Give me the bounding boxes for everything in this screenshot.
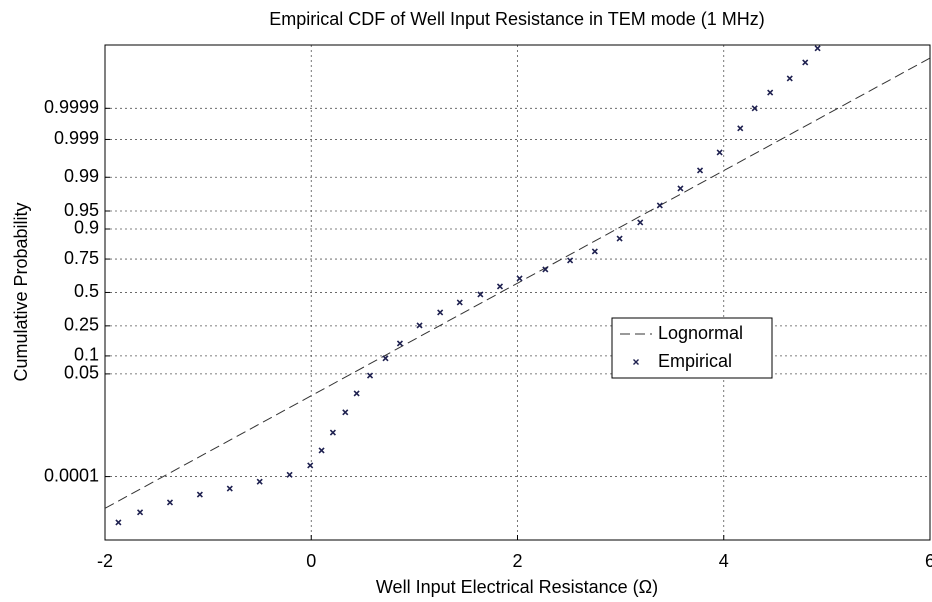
y-tick-label: 0.999 <box>54 128 99 148</box>
data-point <box>591 248 598 255</box>
data-point <box>677 185 684 192</box>
data-point <box>786 75 793 82</box>
x-tick-label: 2 <box>512 551 522 571</box>
x-tick-label: -2 <box>97 551 113 571</box>
data-point <box>616 235 623 242</box>
data-point <box>256 478 263 485</box>
data-point <box>737 125 744 132</box>
data-point <box>136 509 144 516</box>
y-tick-label: 0.9 <box>74 218 99 238</box>
legend-swatch <box>633 359 639 365</box>
legend-box <box>611 317 773 379</box>
data-point <box>353 390 360 397</box>
y-tick-label: 0.0001 <box>44 465 99 485</box>
data-point <box>456 299 463 306</box>
y-axis-label: Cumulative Probability <box>11 202 31 381</box>
data-point <box>437 309 444 316</box>
data-point <box>115 519 122 526</box>
data-point <box>382 355 389 362</box>
data-point <box>226 485 233 492</box>
plot-frame <box>104 44 931 541</box>
data-point <box>516 275 523 282</box>
x-axis-label: Well Input Electrical Resistance (Ω) <box>376 577 658 597</box>
y-tick-label: 0.95 <box>64 200 99 220</box>
data-point <box>329 429 336 436</box>
y-tick-label: 0.25 <box>64 315 99 335</box>
legend-label: Empirical <box>658 351 732 371</box>
data-point <box>318 447 325 454</box>
y-tick-label: 0.1 <box>74 345 99 365</box>
data-point <box>477 291 484 298</box>
fit-line <box>105 57 930 509</box>
y-tick-label: 0.75 <box>64 248 99 268</box>
x-tick-label: 4 <box>719 551 729 571</box>
data-point <box>767 89 774 96</box>
data-point <box>342 409 349 416</box>
data-point <box>542 266 549 273</box>
x-tick-label: 0 <box>306 551 316 571</box>
data-point <box>416 322 423 329</box>
data-point <box>366 372 374 379</box>
data-point <box>656 202 663 209</box>
data-point <box>166 499 174 506</box>
data-point <box>637 219 644 226</box>
legend-label: Lognormal <box>658 323 743 343</box>
data-point <box>716 149 723 156</box>
data-point <box>696 167 704 174</box>
data-point <box>814 45 821 52</box>
data-point <box>196 491 203 498</box>
data-point <box>307 462 314 469</box>
data-point <box>496 283 504 290</box>
x-tick-label: 6 <box>925 551 932 571</box>
chart-title: Empirical CDF of Well Input Resistance i… <box>269 9 764 29</box>
data-point <box>751 105 758 112</box>
data-point <box>286 471 293 478</box>
y-tick-label: 0.5 <box>74 281 99 301</box>
data-point <box>396 340 404 347</box>
y-tick-label: 0.9999 <box>44 97 99 117</box>
y-tick-label: 0.99 <box>64 166 99 186</box>
data-point <box>802 59 809 66</box>
y-tick-label: 0.05 <box>64 363 99 383</box>
data-point <box>567 257 574 264</box>
plot-area <box>105 45 930 526</box>
